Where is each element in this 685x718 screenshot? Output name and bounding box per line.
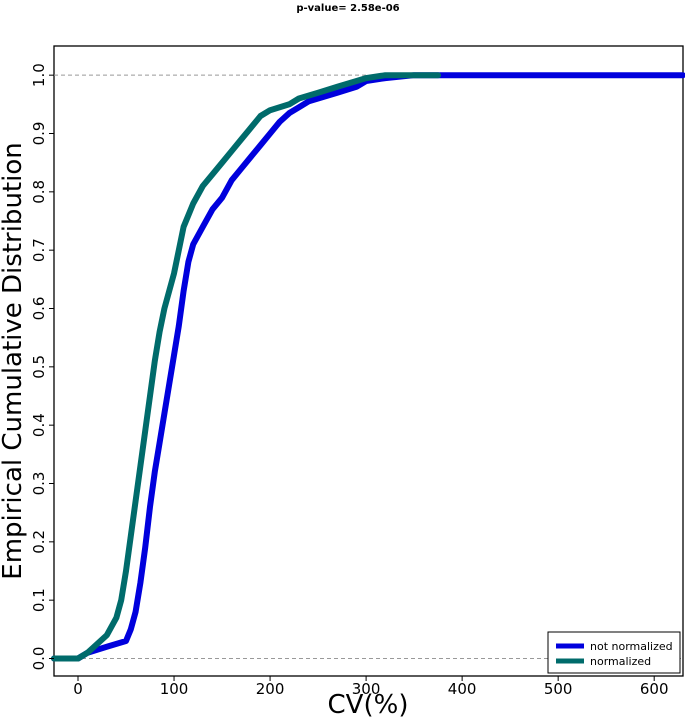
reference-lines bbox=[54, 74, 683, 659]
y-tick-label: 0.0 bbox=[30, 647, 48, 671]
y-tick-label: 0.5 bbox=[30, 355, 48, 379]
x-tick-label: 400 bbox=[448, 680, 477, 698]
legend-label-not-normalized: not normalized bbox=[590, 640, 673, 653]
x-tick-label: 600 bbox=[640, 680, 669, 698]
y-tick-label: 1.0 bbox=[30, 63, 48, 87]
y-axis-title: Empirical Cumulative Distribution bbox=[0, 142, 28, 579]
legend-label-normalized: normalized bbox=[590, 655, 651, 668]
x-axis-title: CV(%) bbox=[328, 690, 409, 718]
x-tick-label: 0 bbox=[73, 680, 83, 698]
y-axis-ticks: 0.0 0.1 0.2 0.3 0.4 0.5 0.6 0.7 0.8 0.9 1.0 bbox=[30, 63, 54, 670]
y-tick-label: 0.6 bbox=[30, 297, 48, 321]
y-tick-label: 0.4 bbox=[30, 413, 48, 437]
x-tick-label: 300 bbox=[352, 680, 381, 698]
legend: not normalized normalized bbox=[547, 631, 681, 674]
series-line-not-normalized bbox=[51, 72, 685, 662]
x-tick-label: 100 bbox=[160, 680, 189, 698]
x-tick-label: 200 bbox=[256, 680, 285, 698]
y-tick-label: 0.9 bbox=[30, 122, 48, 146]
x-axis-ticks: 0 100 200 300 400 500 600 bbox=[73, 676, 669, 698]
y-tick-label: 0.8 bbox=[30, 180, 48, 204]
y-tick-label: 0.2 bbox=[30, 530, 48, 554]
series-layer bbox=[51, 72, 685, 662]
x-tick-label: 500 bbox=[544, 680, 573, 698]
series-line-normalized bbox=[51, 72, 442, 662]
chart-title: p-value= 2.58e-06 bbox=[296, 3, 399, 14]
y-tick-label: 0.1 bbox=[30, 588, 48, 612]
legend-box bbox=[547, 631, 681, 674]
y-tick-label: 0.7 bbox=[30, 238, 48, 262]
y-tick-label: 0.3 bbox=[30, 472, 48, 496]
plot-frame bbox=[53, 45, 684, 677]
